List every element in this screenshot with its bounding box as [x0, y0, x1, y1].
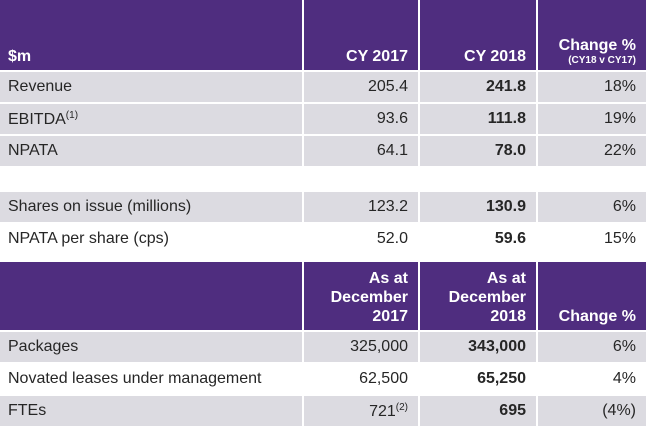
row-cy2017: 64.1: [302, 134, 418, 166]
table-header-row: $m CY 2017 CY 2018 Change % (CY18 v CY17…: [0, 0, 646, 70]
footnote-marker: (2): [395, 401, 408, 413]
header-cy2017: CY 2017: [302, 0, 418, 70]
header-label: [0, 262, 302, 330]
row-change: 22%: [536, 134, 646, 166]
row-change: 6%: [536, 330, 646, 362]
row-change: 15%: [536, 222, 646, 254]
row-cy2017: 123.2: [302, 190, 418, 222]
row-label-cell: EBITDA(1): [0, 102, 302, 134]
row-label: Packages: [0, 330, 302, 362]
row-change: 6%: [536, 190, 646, 222]
row-2017: 62,500: [302, 362, 418, 394]
table-header-row: As at December 2017 As at December 2018 …: [0, 262, 646, 330]
table-row: Novated leases under management 62,500 6…: [0, 362, 646, 394]
table-row: NPATA per share (cps) 52.0 59.6 15%: [0, 222, 646, 254]
row-change: 19%: [536, 102, 646, 134]
financial-results-table: $m CY 2017 CY 2018 Change % (CY18 v CY17…: [0, 0, 646, 166]
table-row: Revenue 205.4 241.8 18%: [0, 70, 646, 102]
header-dec2017: As at December 2017: [302, 262, 418, 330]
operating-metrics-table: As at December 2017 As at December 2018 …: [0, 262, 646, 426]
row-cy2017: 205.4: [302, 70, 418, 102]
row-2018: 695: [418, 394, 536, 426]
row-label: FTEs: [0, 394, 302, 426]
row-change: 4%: [536, 362, 646, 394]
row-cy2018: 241.8: [418, 70, 536, 102]
row-cy2018: 130.9: [418, 190, 536, 222]
header-dec2017-line3: 2017: [372, 308, 408, 325]
table-row: Shares on issue (millions) 123.2 130.9 6…: [0, 190, 646, 222]
header-dec2018-line1: As at: [486, 270, 526, 287]
header-change: Change % (CY18 v CY17): [536, 0, 646, 70]
header-dec2018-line2: December: [448, 289, 526, 306]
footnote-marker: (1): [65, 109, 79, 121]
row-2017-cell: 721(2): [302, 394, 418, 426]
row-label: EBITDA: [8, 110, 66, 128]
row-label: NPATA: [0, 134, 302, 166]
header-dec2018-line3: 2018: [490, 308, 526, 325]
row-2017: 325,000: [302, 330, 418, 362]
table-row: EBITDA(1) 93.6 111.8 19%: [0, 102, 646, 134]
header-dec2017-line1: As at: [368, 270, 408, 287]
row-2017: 721: [369, 402, 396, 420]
header-cy2018: CY 2018: [418, 0, 536, 70]
table-row: FTEs 721(2) 695 (4%): [0, 394, 646, 426]
row-label: Novated leases under management: [0, 362, 302, 394]
shares-table: Shares on issue (millions) 123.2 130.9 6…: [0, 190, 646, 254]
row-cy2018: 59.6: [418, 222, 536, 254]
header-dec2017-line2: December: [330, 289, 408, 306]
header-change-sub: (CY18 v CY17): [568, 55, 636, 66]
header-change: Change %: [536, 262, 646, 330]
header-change-label: Change %: [558, 37, 636, 54]
table-row: NPATA 64.1 78.0 22%: [0, 134, 646, 166]
row-label: Shares on issue (millions): [0, 190, 302, 222]
row-label: NPATA per share (cps): [0, 222, 302, 254]
header-label: $m: [0, 0, 302, 70]
row-label: Revenue: [0, 70, 302, 102]
header-dec2018: As at December 2018: [418, 262, 536, 330]
row-change: 18%: [536, 70, 646, 102]
row-cy2018: 78.0: [418, 134, 536, 166]
row-2018: 343,000: [418, 330, 536, 362]
row-cy2017: 93.6: [302, 102, 418, 134]
table-row: Packages 325,000 343,000 6%: [0, 330, 646, 362]
row-change: (4%): [536, 394, 646, 426]
row-cy2018: 111.8: [418, 102, 536, 134]
row-2018: 65,250: [418, 362, 536, 394]
row-cy2017: 52.0: [302, 222, 418, 254]
